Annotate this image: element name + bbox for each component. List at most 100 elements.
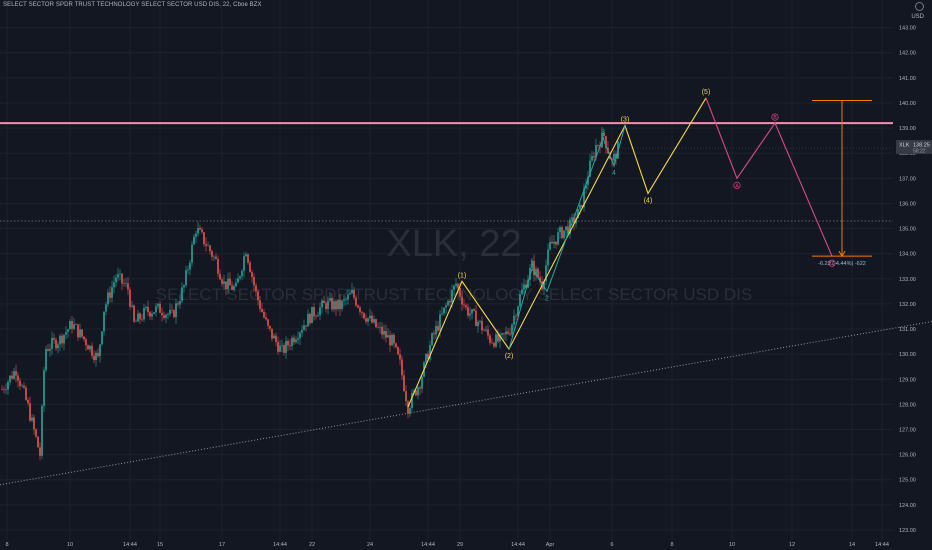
candle-body	[157, 303, 159, 307]
candle-body	[211, 251, 213, 257]
y-tick-label: 131.00	[899, 327, 916, 333]
candle-body	[59, 335, 61, 345]
candle-body	[377, 327, 379, 328]
candle-body	[193, 236, 195, 245]
candle-body	[85, 339, 87, 346]
candle-body	[583, 188, 585, 208]
candle-body	[235, 282, 237, 287]
candle-body	[593, 156, 595, 158]
candle-body	[335, 301, 337, 310]
candle-body	[497, 334, 499, 342]
candle-body	[285, 340, 287, 353]
candle-body	[483, 330, 485, 331]
candle-body	[139, 313, 141, 320]
candle-body	[389, 335, 391, 346]
candle-body	[161, 312, 163, 316]
x-tick-label: 10	[729, 542, 735, 548]
candle-body	[71, 321, 73, 329]
candle-body	[515, 315, 517, 317]
x-tick-label: 14:44	[421, 542, 435, 548]
candle-body	[213, 256, 215, 258]
minor-wave-label: 2	[545, 295, 549, 302]
y-tick-label: 135.00	[899, 227, 916, 233]
candle-body	[369, 315, 371, 319]
candle-body	[501, 333, 503, 335]
candle-body	[421, 376, 423, 389]
candle-body	[9, 375, 11, 382]
candle-body	[135, 321, 137, 323]
candle-body	[305, 325, 307, 327]
candle-body	[239, 276, 241, 279]
candle-body	[129, 289, 131, 307]
candle-body	[219, 273, 221, 280]
price-axis[interactable]: 123.00 124.00 125.00 126.00 127.00 128.00 129.…	[899, 26, 916, 534]
candle-body	[21, 385, 23, 387]
candle-body	[301, 330, 303, 333]
candle-body	[95, 352, 97, 361]
candle-body	[331, 298, 333, 310]
settings-icon[interactable]	[915, 2, 924, 11]
candle-body	[101, 331, 103, 345]
candle-body	[399, 354, 401, 360]
candle-body	[337, 299, 339, 310]
candle-body	[503, 333, 505, 335]
y-tick-label: 139.00	[899, 126, 916, 132]
y-tick-label: 127.00	[899, 427, 916, 433]
candle-body	[41, 406, 43, 456]
candle-body	[429, 345, 431, 360]
y-tick-label: 123.00	[899, 528, 916, 534]
price-tag-price: 138.25	[913, 143, 930, 149]
candle-body	[61, 335, 63, 344]
candle-body	[257, 291, 259, 301]
candle-body	[121, 273, 123, 284]
candle-body	[509, 333, 511, 335]
candle-body	[153, 312, 155, 314]
candle-body	[259, 300, 261, 309]
candle-body	[613, 153, 615, 161]
price-range-measure[interactable]	[812, 99, 872, 258]
candlestick-series	[1, 126, 619, 461]
time-axis[interactable]: 8 10 14:44 15 17 14:44 22 24 14:44 29 14:44 Apr 6 8 10…	[5, 542, 888, 548]
candle-body	[65, 332, 67, 335]
candle-body	[435, 326, 437, 335]
candle-body	[449, 300, 451, 303]
y-tick-label: 124.00	[899, 503, 916, 509]
candle-body	[27, 399, 29, 404]
candle-body	[73, 324, 75, 329]
candle-body	[307, 313, 309, 327]
candle-body	[221, 279, 223, 284]
candle-body	[401, 359, 403, 376]
candle-body	[53, 337, 55, 340]
candle-body	[581, 204, 583, 208]
candle-body	[7, 381, 9, 390]
candle-body	[453, 285, 455, 290]
candle-body	[83, 336, 85, 340]
candle-body	[191, 244, 193, 263]
candle-body	[441, 313, 443, 315]
candle-body	[321, 300, 323, 308]
candle-body	[49, 348, 51, 351]
candle-body	[23, 385, 25, 388]
candle-body	[385, 330, 387, 338]
candle-body	[537, 268, 539, 278]
x-tick-label: 24	[367, 542, 373, 548]
y-tick-label: 134.00	[899, 252, 916, 258]
candle-body	[3, 389, 5, 391]
candle-body	[267, 319, 269, 326]
candle-body	[197, 228, 199, 234]
candle-body	[227, 278, 229, 290]
y-tick-label: 142.00	[899, 51, 916, 57]
y-tick-label: 133.00	[899, 277, 916, 283]
corrective-wave-label: A	[735, 183, 739, 189]
candle-body	[387, 335, 389, 338]
candle-body	[313, 307, 315, 317]
candle-body	[519, 294, 521, 307]
candle-body	[111, 287, 113, 298]
candle-body	[199, 228, 201, 230]
candle-body	[569, 219, 571, 234]
candle-body	[531, 260, 533, 268]
candle-body	[455, 283, 457, 286]
candle-body	[523, 284, 525, 290]
candle-body	[359, 307, 361, 312]
